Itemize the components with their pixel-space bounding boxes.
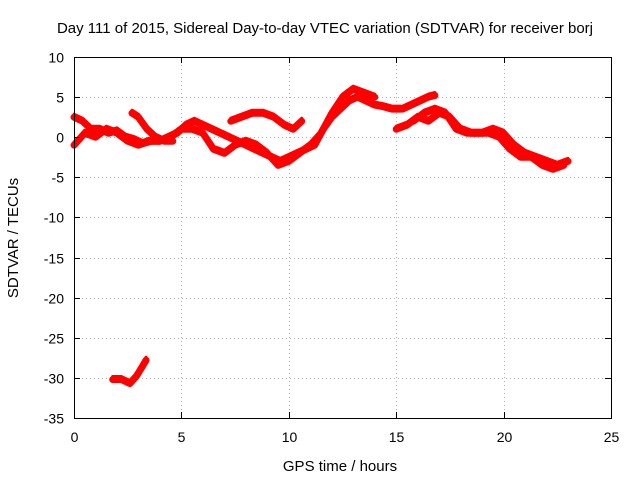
y-axis-label: SDTVAR / TECUs [5,178,22,298]
x-tick-label: 15 [389,429,405,445]
y-tick-label: -20 [44,291,64,307]
x-tick-label: 5 [178,429,186,445]
x-tick-label: 0 [71,429,79,445]
y-tick-label: -15 [44,251,64,267]
series-band-track-b [72,84,377,164]
series-band-track-g [401,91,437,108]
chart-title: Day 111 of 2015, Sidereal Day-to-day VTE… [57,20,593,37]
series-line-track-h [109,356,150,387]
x-tick-label: 10 [282,429,298,445]
series-line-track-f [409,105,568,173]
series-band-track-a [72,92,402,160]
y-tick-label: -30 [44,371,64,387]
data-series [70,84,572,387]
plot-frame [74,57,612,419]
x-tick-labels: 0 5 10 15 20 25 [71,429,620,445]
y-tick-label: -5 [52,170,65,186]
series-line-track-c [128,109,177,145]
x-tick-label: 20 [497,429,513,445]
x-tick-label: 25 [604,429,620,445]
series-line-track-d [227,109,306,133]
series-band-track-d [229,108,304,128]
y-tick-label: -35 [44,411,64,427]
series-band-track-h [111,355,148,382]
series-band-track-c [130,108,175,140]
y-tick-labels: 10 5 0 -5 -10 -15 -20 -25 -30 -35 [44,50,64,427]
tick-marks [74,57,612,419]
x-axis-label: GPS time / hours [283,458,397,475]
y-tick-label: 5 [56,90,64,106]
y-tick-label: -10 [44,210,64,226]
series-band-track-f [411,104,566,168]
y-tick-label: 10 [48,50,64,66]
y-tick-label: -25 [44,331,64,347]
y-tick-label: 0 [56,130,64,146]
series-line-track-g [399,92,439,113]
